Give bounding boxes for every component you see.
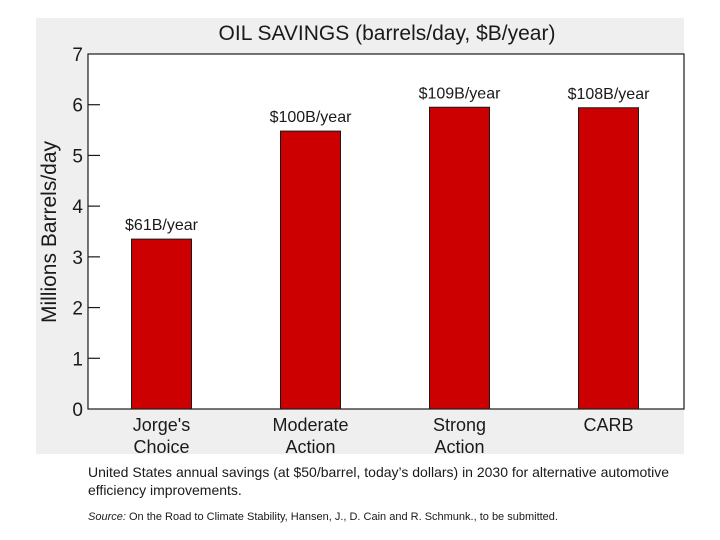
x-category-label: Choice xyxy=(133,437,189,457)
y-tick-label: 0 xyxy=(72,400,83,421)
bar-data-label: $108B/year xyxy=(568,86,651,103)
bar-data-label: $109B/year xyxy=(419,85,502,102)
x-category-label: Strong xyxy=(433,415,486,435)
x-category-label: Moderate xyxy=(272,415,348,435)
bar xyxy=(578,107,639,410)
y-tick-label: 6 xyxy=(72,96,83,117)
x-category-label: Jorge's xyxy=(133,415,190,435)
bar-data-label: $61B/year xyxy=(125,217,199,234)
y-tick-label: 7 xyxy=(72,45,83,66)
bar xyxy=(280,130,341,410)
y-tick-label: 3 xyxy=(72,248,83,269)
oil-savings-chart: OIL SAVINGS (barrels/day, $B/year) Milli… xyxy=(38,22,685,457)
chart-title: OIL SAVINGS (barrels/day, $B/year) xyxy=(219,22,556,45)
source-text: On the Road to Climate Stability, Hansen… xyxy=(125,511,558,523)
x-category-label: CARB xyxy=(583,415,633,435)
source-label: Source: xyxy=(88,511,126,523)
figure-caption: United States annual savings (at $50/bar… xyxy=(88,464,670,498)
bar xyxy=(131,238,192,410)
y-tick-label: 1 xyxy=(72,349,83,370)
y-axis-label: Millions Barrels/day xyxy=(38,140,61,323)
source-citation: Source: On the Road to Climate Stability… xyxy=(88,510,708,524)
bar xyxy=(429,106,490,410)
y-tick-label: 2 xyxy=(72,299,83,320)
bar-data-label: $100B/year xyxy=(270,109,353,126)
y-tick-label: 4 xyxy=(72,197,83,218)
x-category-label: Action xyxy=(434,437,484,457)
y-tick-label: 5 xyxy=(72,146,83,167)
x-category-label: Action xyxy=(285,437,335,457)
